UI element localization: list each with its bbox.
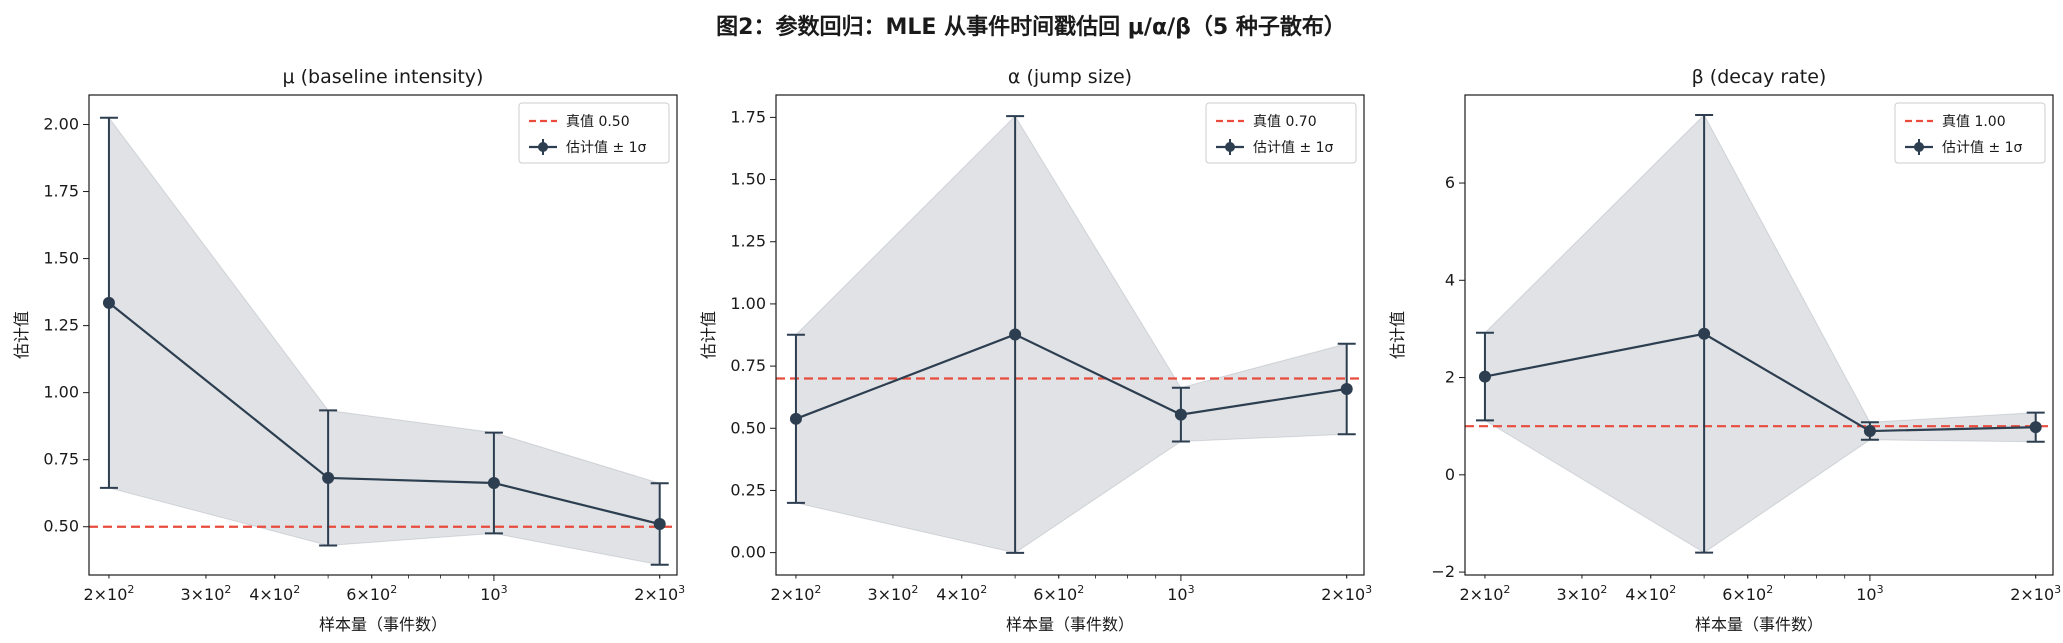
std-band [108,116,661,566]
data-point [1478,370,1491,383]
axes-frame [775,94,1365,576]
legend-truth-label: 真值 0.70 [1253,114,1317,130]
x-tick-label: 3×102 [1556,583,1607,604]
x-tick-label: 4×102 [249,583,300,604]
x-tick-label: 103 [1167,583,1194,604]
data-point [102,296,115,309]
legend-truth-label: 真值 1.00 [1942,114,2006,130]
panel-beta: β (decay rate) 样本量（事件数） 估计值 −2 0 2 4 6 2×102 3… [1388,66,2061,634]
y-tick-label: 1.50 [730,170,766,189]
y-tick-label: −2 [1431,562,1455,581]
x-tick-label: 4×102 [936,583,987,604]
axes-frame [1464,94,2054,576]
x-tick-label: 4×102 [1625,583,1676,604]
y-tick-label: 4 [1445,270,1455,289]
legend-estimate-marker [1914,142,1924,152]
axes-frame [88,94,678,576]
x-axis-label: 样本量（事件数） [1695,615,1823,634]
panel-mu: μ (baseline intensity) 样本量（事件数） 估计值 0.50… [12,66,685,634]
x-tick-label: 2×103 [634,583,685,604]
legend-estimate-marker [538,142,548,152]
data-point [789,412,802,425]
y-tick-label: 6 [1445,173,1455,192]
figure-suptitle: 图2：参数回归：MLE 从事件时间戳估回 μ/α/β（5 种子散布） [716,14,1346,40]
x-tick-label: 6×102 [1722,583,1773,604]
y-tick-label: 1.00 [730,294,766,313]
y-axis-label: 估计值 [699,311,718,359]
y-axis-label: 估计值 [1388,311,1407,359]
x-tick-label: 103 [480,583,507,604]
data-point [1174,408,1187,421]
legend-truth-label: 真值 0.50 [566,114,630,130]
x-axis-label: 样本量（事件数） [319,615,447,634]
x-tick-label: 3×102 [180,583,231,604]
y-tick-label: 0.50 [730,418,766,437]
x-tick-label: 103 [1856,583,1883,604]
data-point [487,477,500,490]
x-axis-label: 样本量（事件数） [1006,615,1134,634]
std-band [1484,114,2037,554]
y-tick-label: 0.00 [730,543,766,562]
data-point [653,518,666,531]
y-tick-label: 0.25 [730,480,766,499]
legend-estimate-label: 估计值 ± 1σ [566,140,647,156]
panel-title: β (decay rate) [1692,66,1827,88]
legend-estimate-label: 估计值 ± 1σ [1942,140,2023,156]
y-tick-label: 1.75 [730,107,766,126]
y-tick-label: 0.75 [43,450,79,469]
estimate-line [1484,332,2036,433]
y-tick-label: 1.25 [730,232,766,251]
data-point [1863,425,1876,438]
data-point [1698,327,1711,340]
x-tick-label: 2×102 [83,583,134,604]
y-tick-label: 1.50 [43,249,79,268]
x-tick-label: 2×102 [770,583,821,604]
x-tick-label: 6×102 [346,583,397,604]
x-tick-label: 2×103 [1321,583,1372,604]
y-tick-label: 1.75 [43,182,79,201]
legend-estimate-label: 估计值 ± 1σ [1253,140,1334,156]
std-band [795,115,1348,554]
y-tick-label: 0.50 [43,517,79,536]
data-point [1340,382,1353,395]
y-tick-label: 2.00 [43,114,79,133]
data-point [2029,421,2042,434]
x-tick-label: 2×103 [2010,583,2061,604]
data-point [322,471,335,484]
panel-alpha: α (jump size) 样本量（事件数） 估计值 0.00 0.25 0.50 0… [699,66,1372,634]
y-tick-label: 0 [1445,465,1455,484]
y-tick-label: 2 [1445,368,1455,387]
x-tick-label: 6×102 [1033,583,1084,604]
panel-title: α (jump size) [1008,66,1132,88]
x-tick-label: 2×102 [1459,583,1510,604]
y-tick-label: 1.25 [43,316,79,335]
legend-estimate-marker [1225,142,1235,152]
y-tick-label: 0.75 [730,356,766,375]
x-tick-label: 3×102 [867,583,918,604]
panel-title: μ (baseline intensity) [283,66,484,88]
data-point [1009,328,1022,341]
y-axis-label: 估计值 [12,311,31,359]
y-tick-label: 1.00 [43,383,79,402]
estimate-line [795,333,1347,420]
estimate-line [108,301,660,526]
